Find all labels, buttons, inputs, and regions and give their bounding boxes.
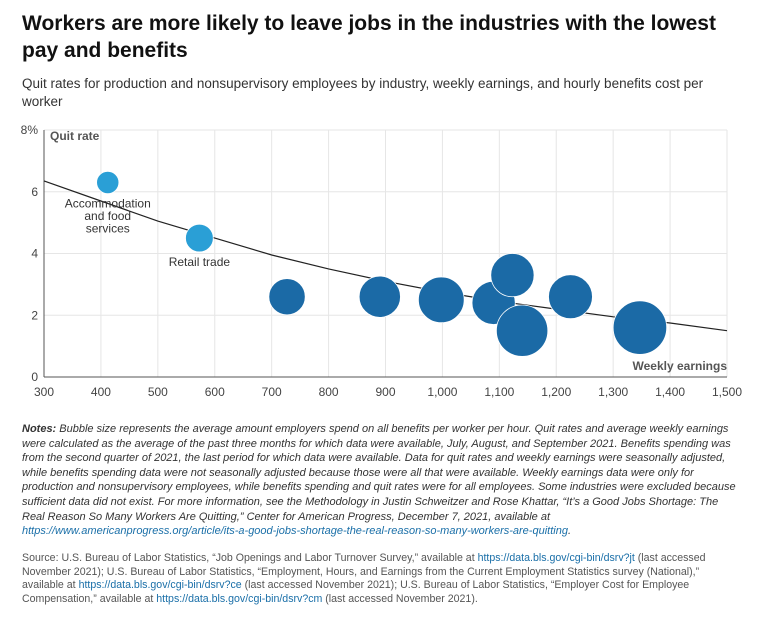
x-tick-label: 1,200 [541,385,571,399]
source-part-2: (last accessed November 2021); U.S. Bure… [22,552,706,592]
bubble-label-line: Retail trade [169,255,231,269]
bubble-label-line: Accommodation [65,197,151,211]
x-tick-label: 300 [34,385,54,399]
notes-label: Notes: [22,423,57,435]
source: Source: U.S. Bureau of Labor Statistics,… [22,552,740,606]
y-tick-label: 4 [31,247,38,261]
bubble [185,223,214,253]
bubble [96,170,120,195]
bubble-label: Retail trade [169,255,231,269]
y-tick-label: 8% [21,123,39,137]
bubble [495,304,549,357]
bubbles [96,170,668,357]
bubble [612,300,668,355]
x-axis-label: Weekly earnings [633,359,728,373]
source-part-3: (last accessed November 2021); U.S. Bure… [22,579,690,605]
bubble [417,276,465,324]
bubble [548,274,593,320]
x-tick-label: 1,100 [484,385,514,399]
source-part-4: (last accessed November 2021). [325,592,478,605]
x-tick-label: 800 [319,385,339,399]
notes-end: . [567,525,571,538]
y-tick-label: 2 [31,308,38,322]
y-axis-label: Quit rate [50,129,100,143]
notes-text: Bubble size represents the average amoun… [22,423,736,523]
x-tick-label: 1,300 [598,385,628,399]
notes-link[interactable]: https://www.americanprogress.org/article… [22,525,568,538]
bubble [268,278,306,316]
source-link-3[interactable]: https://data.bls.gov/cgi-bin/dsrv?cm [156,592,323,605]
chart-title: Workers are more likely to leave jobs in… [22,12,716,62]
x-tick-label: 1,000 [427,385,457,399]
bubble-chart: 300 400 500 600 700 800 900 1,000 1,100 1,200 1,30… [21,123,743,399]
y-tick-label: 6 [31,185,38,199]
x-tick-label: 400 [91,385,111,399]
y-tick-label: 0 [31,370,38,384]
source-link-2[interactable]: https://data.bls.gov/cgi-bin/dsrv?ce [78,579,242,592]
bubble-label: Accommodation and food services [65,197,151,236]
x-tick-label: 1,500 [712,385,742,399]
point-labels: Accommodation and food services Retail trad… [65,197,231,269]
x-tick-label: 600 [205,385,225,399]
source-part-1: Source: U.S. Bureau of Labor Statistics,… [22,552,475,564]
bubble-label-line: services [86,222,130,236]
notes: Notes: Bubble size represents the averag… [22,422,740,539]
x-tick-label: 900 [375,385,395,399]
x-tick-label: 700 [262,385,282,399]
x-tick-label: 1,400 [655,385,685,399]
x-tick-label: 500 [148,385,168,399]
chart-subtitle: Quit rates for production and nonsupervi… [22,76,704,109]
source-link-1[interactable]: https://data.bls.gov/cgi-bin/dsrv?jt [477,552,635,564]
bubble [490,253,535,298]
axes: 300 400 500 600 700 800 900 1,000 1,100 1,200 1,30… [21,123,743,399]
bubble [358,275,401,318]
bubble-label-line: and food [84,209,131,223]
